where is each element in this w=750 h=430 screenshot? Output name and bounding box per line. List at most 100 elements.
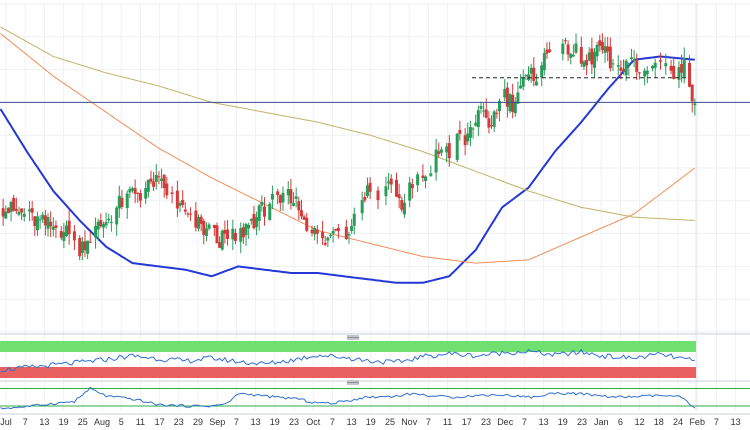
candle-up [22, 213, 26, 217]
candle-down [289, 189, 293, 204]
candle-up [455, 133, 459, 160]
candle-up [329, 234, 332, 236]
candle-down [199, 216, 203, 224]
candle-down [14, 208, 18, 211]
candle-up [125, 193, 129, 209]
candle-down [33, 216, 37, 227]
candle-up [239, 228, 243, 242]
candle-down [215, 225, 219, 244]
x-tick-label: Aug [94, 417, 110, 427]
candle-up [117, 195, 121, 209]
candle-down [368, 182, 372, 192]
candle-down [395, 179, 398, 197]
candle-up [292, 203, 296, 206]
x-tick-label: 12 [635, 417, 645, 427]
candle-down [495, 112, 499, 114]
x-tick-label: 19 [59, 417, 69, 427]
candle-up [645, 70, 649, 75]
candle-down [194, 210, 198, 228]
x-tick-label: 13 [347, 417, 357, 427]
candle-up [664, 63, 668, 67]
candle-down [83, 241, 87, 251]
candle-up [294, 196, 298, 199]
candle-down [505, 87, 509, 107]
candle-down [305, 217, 309, 231]
x-tick-label: Sep [209, 417, 225, 427]
candle-up [80, 241, 84, 253]
candle-up [429, 173, 433, 176]
candle-down [162, 174, 166, 188]
candle-up [178, 203, 182, 206]
candle-up [479, 106, 483, 109]
x-tick-label: 19 [366, 417, 376, 427]
candle-down [310, 229, 314, 234]
candle-up [286, 188, 290, 196]
candle-down [585, 59, 589, 66]
candle-down [680, 64, 684, 73]
candle-up [571, 54, 575, 57]
rsi-oversold-band [0, 367, 696, 378]
main-panel-resize-handle[interactable] [347, 335, 359, 340]
candle-up [471, 128, 475, 130]
candle-down [88, 241, 92, 243]
x-tick-label: Jan [594, 417, 609, 427]
candle-up [207, 224, 211, 229]
candle-up [384, 186, 388, 197]
candle-down [120, 197, 124, 208]
oscillator-line [0, 386, 696, 410]
candle-down [223, 229, 227, 234]
x-tick-label: 5 [119, 417, 124, 427]
candle-down [619, 67, 623, 71]
x-tick-label: 17 [462, 417, 472, 427]
candle-up [365, 185, 369, 197]
x-tick-label: 23 [174, 417, 184, 427]
candle-up [476, 110, 480, 128]
candle-down [241, 227, 245, 238]
candle-up [94, 225, 98, 238]
candle-down [400, 200, 404, 210]
candle-up [387, 181, 391, 184]
candle-up [313, 227, 317, 235]
candle-down [376, 190, 380, 201]
candle-down [276, 191, 280, 196]
candle-up [651, 65, 655, 69]
candle-down [463, 135, 467, 146]
x-tick-label: 11 [136, 417, 145, 427]
candle-up [643, 70, 647, 77]
candle-down [490, 125, 494, 127]
candle-down [590, 48, 594, 65]
candle-down [157, 176, 161, 178]
candle-down [487, 118, 491, 128]
candle-down [136, 192, 140, 194]
panel-resize-handles[interactable] [347, 335, 359, 385]
candle-up [582, 61, 586, 67]
candle-up [516, 92, 520, 104]
candle-up [257, 205, 261, 221]
candle-up [627, 63, 631, 65]
candle-up [408, 182, 412, 201]
candle-down [12, 197, 16, 211]
candle-down [183, 209, 187, 212]
rsi-panel-resize-handle[interactable] [347, 380, 359, 385]
rsi-line [0, 348, 695, 373]
candle-up [434, 149, 438, 173]
candle-up [360, 200, 364, 214]
candle-up [521, 77, 525, 87]
candle-up [244, 223, 248, 236]
candle-up [574, 43, 578, 53]
candle-up [416, 174, 420, 186]
candle-down [437, 151, 441, 154]
candle-down [202, 220, 206, 235]
candle-down [635, 59, 639, 72]
x-tick-label: 24 [673, 417, 683, 427]
x-tick-label: Nov [401, 417, 418, 427]
candle-down [181, 199, 185, 205]
x-tick-label: 23 [577, 417, 587, 427]
candle-down [49, 221, 53, 227]
candle-up [524, 75, 528, 77]
candle-down [175, 190, 179, 209]
candle-up [482, 110, 486, 112]
candle-down [165, 183, 169, 196]
candle-down [458, 130, 462, 134]
candle-down [149, 178, 153, 182]
